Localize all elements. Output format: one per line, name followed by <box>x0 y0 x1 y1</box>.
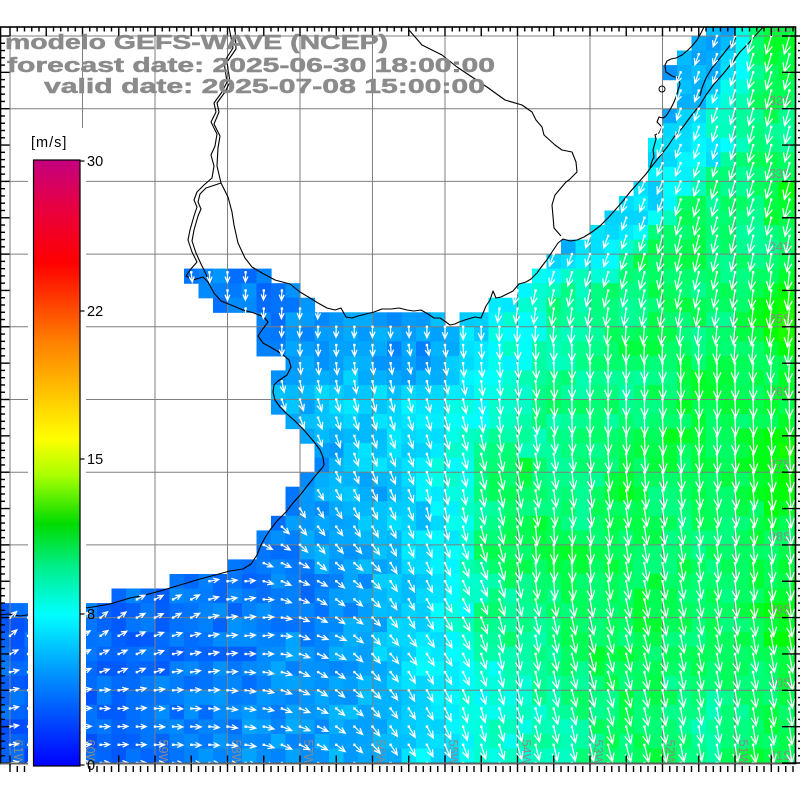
svg-text:[m/s]: [m/s] <box>31 135 67 151</box>
svg-text:53W: 53W <box>591 740 605 766</box>
svg-text:59W: 59W <box>156 740 170 766</box>
svg-text:22: 22 <box>87 304 103 320</box>
svg-text:58W: 58W <box>229 740 243 766</box>
svg-text:8: 8 <box>87 607 95 623</box>
svg-text:36S: 36S <box>769 385 792 399</box>
svg-text:30: 30 <box>87 154 103 170</box>
svg-text:valid date: 2025-07-08 15:00:0: valid date: 2025-07-08 15:00:00 <box>44 76 485 98</box>
svg-text:54W: 54W <box>519 740 533 766</box>
svg-text:0: 0 <box>87 758 95 774</box>
svg-text:forecast date: 2025-06-30 18:0: forecast date: 2025-06-30 18:00:00 <box>7 55 495 77</box>
svg-text:40S: 40S <box>769 676 792 690</box>
svg-text:57W: 57W <box>301 740 315 766</box>
svg-text:15: 15 <box>87 452 103 468</box>
svg-text:55W: 55W <box>446 740 460 766</box>
svg-text:modelo GEFS-WAVE (NCEP): modelo GEFS-WAVE (NCEP) <box>5 32 388 54</box>
svg-text:52W: 52W <box>663 740 677 766</box>
svg-text:31S: 31S <box>769 21 792 35</box>
svg-text:60W: 60W <box>83 740 97 766</box>
